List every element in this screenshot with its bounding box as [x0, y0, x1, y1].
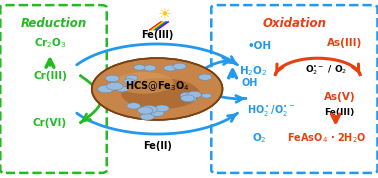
- Circle shape: [140, 113, 154, 120]
- Circle shape: [138, 107, 153, 114]
- Circle shape: [124, 79, 134, 84]
- Circle shape: [164, 65, 177, 71]
- Text: Cr(III): Cr(III): [33, 71, 67, 81]
- Text: Oxidation: Oxidation: [262, 17, 326, 30]
- Circle shape: [134, 65, 145, 70]
- Circle shape: [127, 103, 140, 109]
- Circle shape: [140, 105, 157, 114]
- Circle shape: [180, 92, 195, 99]
- Text: FeAsO$_4$ · 2H$_2$O: FeAsO$_4$ · 2H$_2$O: [287, 132, 367, 145]
- Ellipse shape: [121, 78, 200, 109]
- Text: •OH: •OH: [248, 41, 272, 51]
- Circle shape: [98, 85, 114, 93]
- Text: Fe(II): Fe(II): [143, 141, 172, 151]
- Circle shape: [173, 63, 186, 69]
- Text: Cr(VI): Cr(VI): [33, 117, 67, 128]
- Circle shape: [150, 110, 164, 116]
- Text: As(V): As(V): [324, 92, 356, 102]
- Text: OH: OH: [241, 78, 257, 88]
- Text: O$_2^{\bullet-}$ / O$_2$: O$_2^{\bullet-}$ / O$_2$: [305, 64, 347, 77]
- Circle shape: [187, 91, 201, 98]
- Circle shape: [201, 93, 212, 98]
- Circle shape: [155, 105, 169, 112]
- Text: ☀: ☀: [158, 6, 171, 21]
- Circle shape: [144, 65, 156, 71]
- Circle shape: [92, 58, 223, 120]
- Text: Fe(III): Fe(III): [324, 108, 354, 117]
- Text: As(III): As(III): [327, 38, 362, 48]
- Text: Cr$_2$O$_3$: Cr$_2$O$_3$: [34, 36, 66, 50]
- Circle shape: [126, 75, 138, 81]
- Text: HO$_2^\bullet$/O$_2^{\bullet-}$: HO$_2^\bullet$/O$_2^{\bullet-}$: [247, 103, 295, 118]
- Text: Fe(III): Fe(III): [141, 30, 174, 40]
- Circle shape: [198, 74, 212, 80]
- Circle shape: [105, 75, 119, 82]
- Ellipse shape: [115, 72, 174, 94]
- Circle shape: [107, 82, 123, 90]
- Text: HCS$@$Fe$_3$O$_4$: HCS$@$Fe$_3$O$_4$: [125, 79, 189, 93]
- Circle shape: [181, 95, 195, 102]
- Circle shape: [183, 96, 196, 102]
- Text: Reduction: Reduction: [20, 17, 87, 30]
- Text: O$_2$: O$_2$: [252, 132, 266, 145]
- FancyBboxPatch shape: [211, 5, 378, 173]
- FancyBboxPatch shape: [0, 5, 107, 173]
- Circle shape: [116, 86, 129, 92]
- Text: H$_2$O$_2$: H$_2$O$_2$: [239, 64, 268, 78]
